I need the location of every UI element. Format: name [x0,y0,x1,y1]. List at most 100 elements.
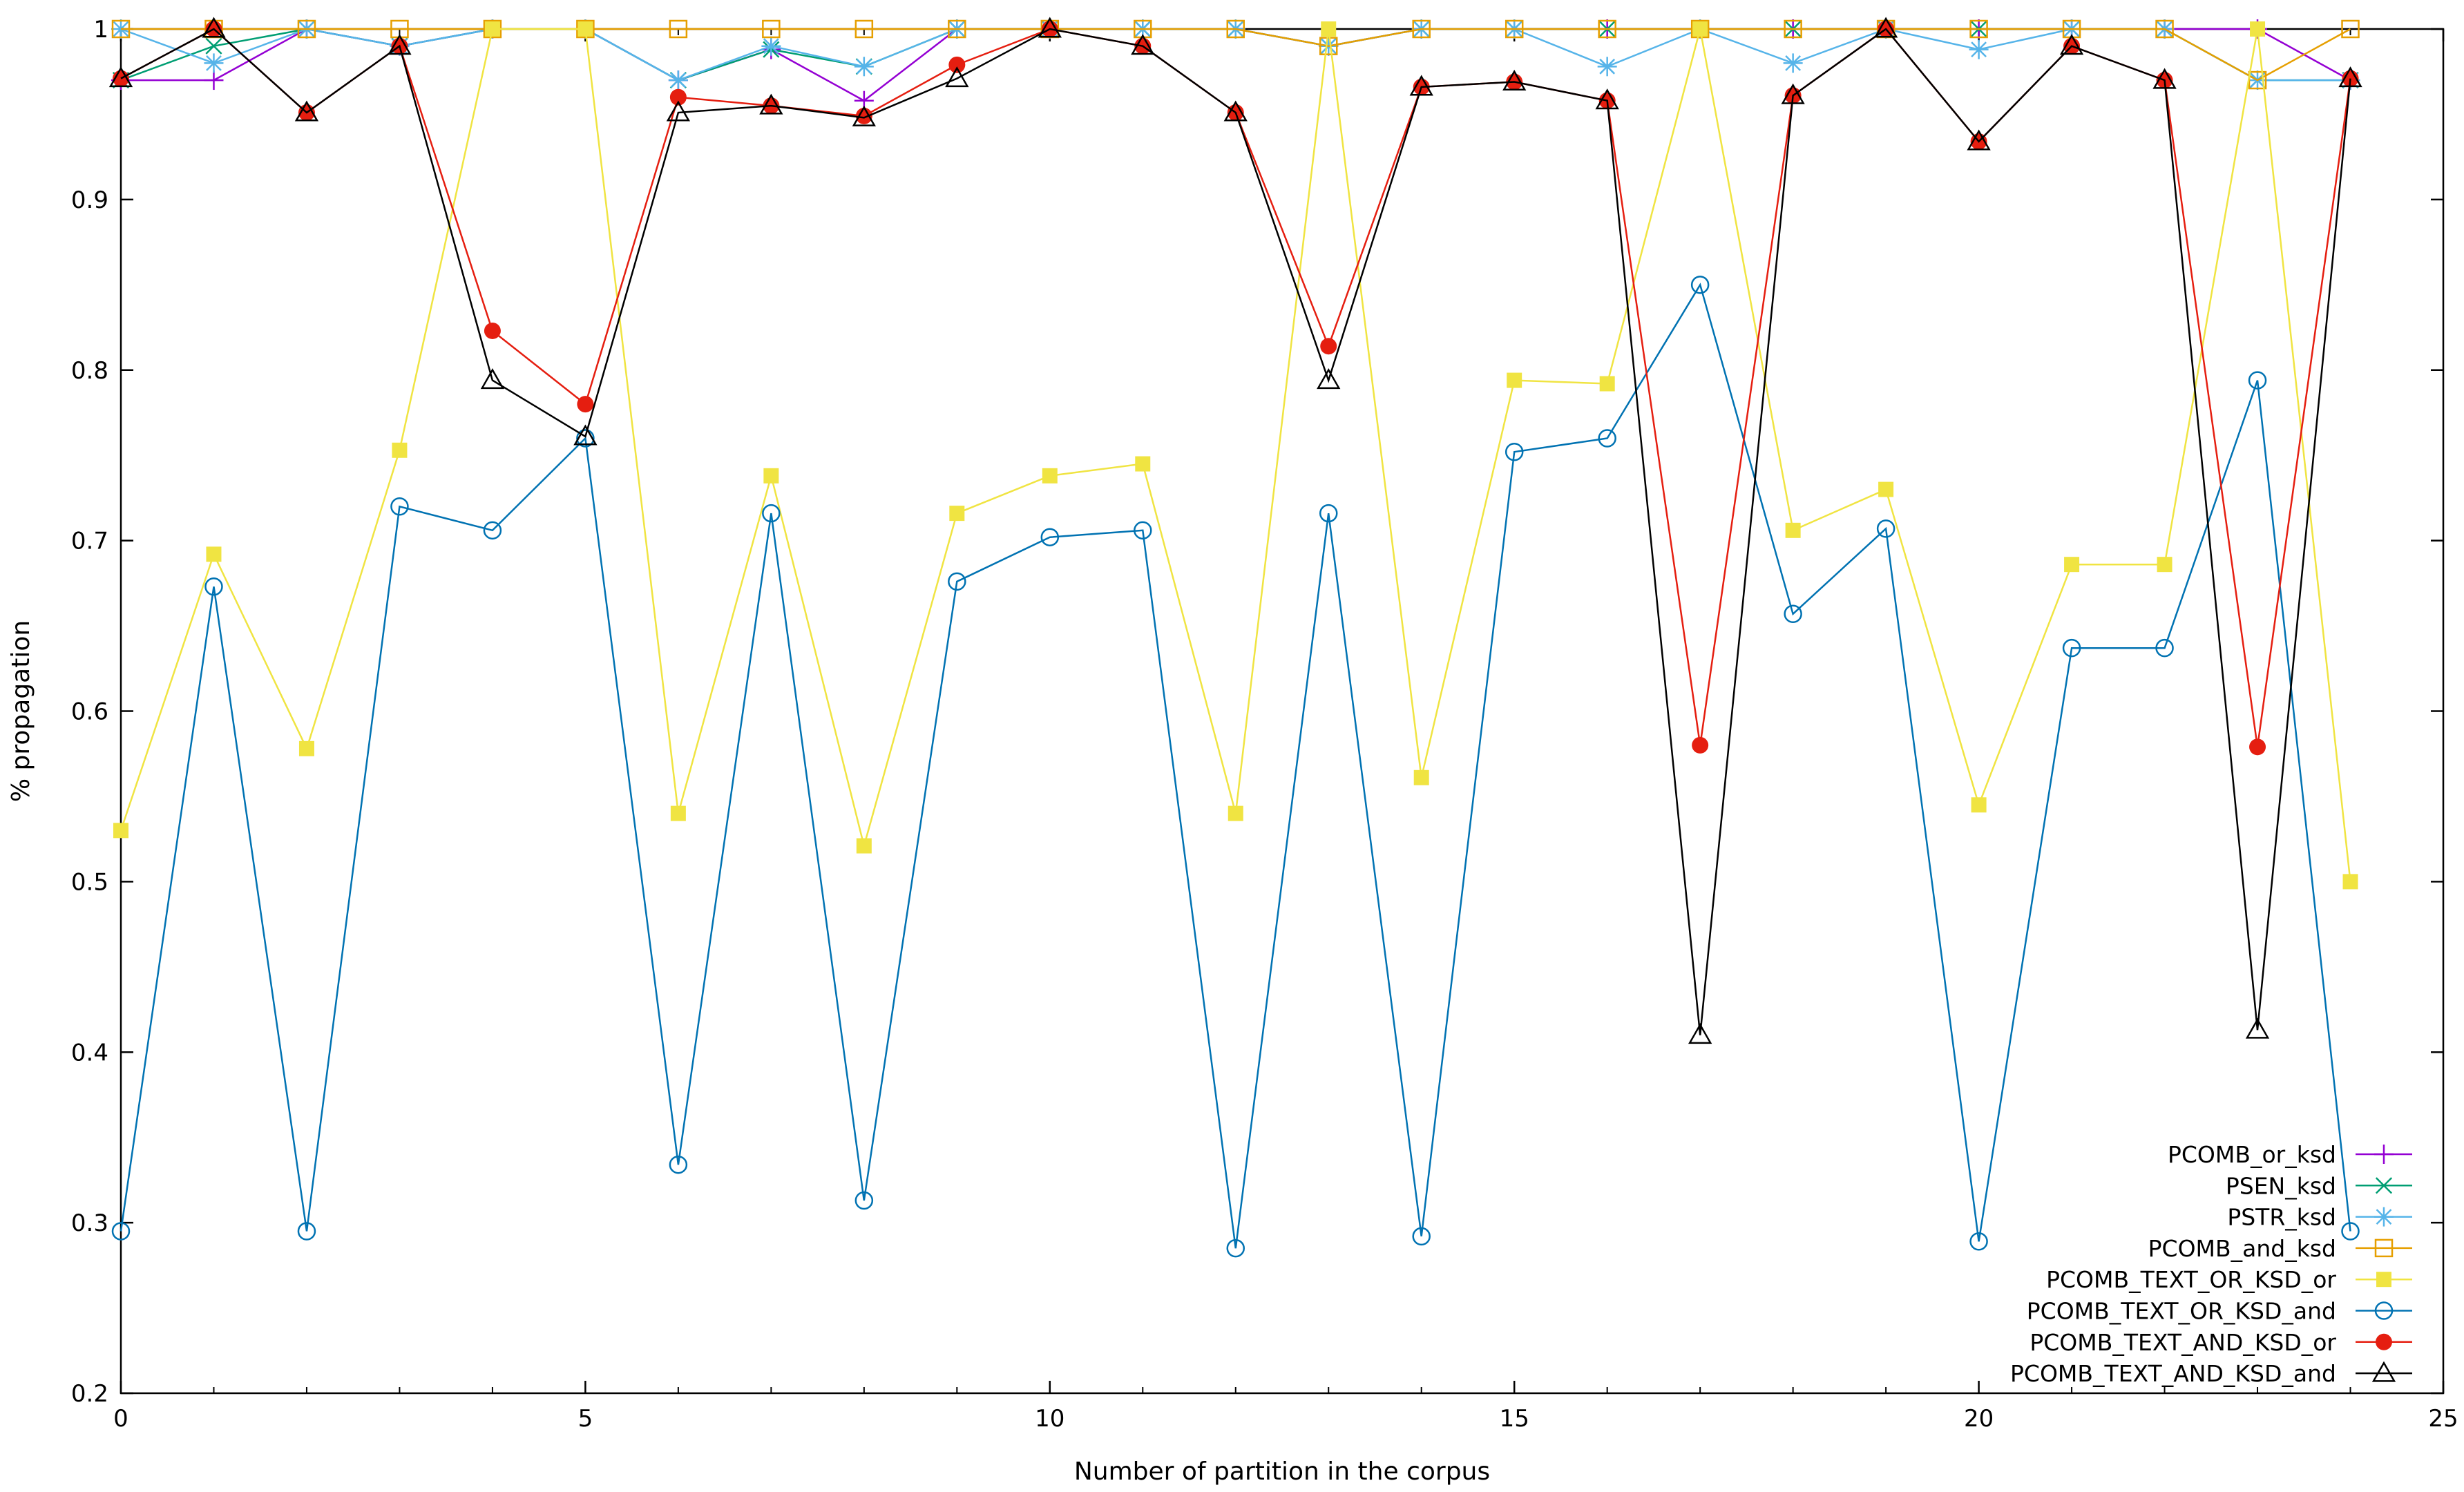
data-point-pcomb-and-ksd [1226,19,1245,39]
legend: PCOMB_or_ksd PSEN_ksd PSTR_ksd PCOMB_and_ks… [2010,1141,2412,1387]
marker-shape [2248,371,2267,390]
data-point-pcomb-and-ksd [854,19,874,39]
marker-shape [1317,368,1341,390]
series-pcomb-text-or-ksd-and [111,276,2360,1258]
marker-shape [2250,21,2266,37]
data-point-pcomb-text-or-ksd-or [856,838,872,854]
y-tick-label: 0.8 [71,357,108,385]
data-point-pcomb-text-and-ksd-and [2338,66,2362,88]
marker-shape [1967,129,1991,151]
marker-shape [1412,1227,1431,1246]
data-point-pcomb-text-and-ksd-or [669,88,687,106]
data-point-pcomb-text-or-ksd-and [111,1222,131,1241]
data-point-pcomb-text-or-ksd-and [390,497,409,516]
marker-stroke [206,55,222,71]
marker-shape [2341,1222,2360,1241]
marker-shape [1131,34,1155,55]
marker-shape [298,740,314,756]
data-point-pcomb-text-or-ksd-and [1969,1232,1988,1251]
data-point-pcomb-text-or-ksd-or [206,546,222,562]
y-axis-label: % propagation [7,620,35,802]
series-pcomb-text-and-ksd-and [108,17,2362,1044]
legend-marker [2374,1145,2394,1164]
legend-label: PCOMB_TEXT_AND_KSD_or [2030,1329,2336,1356]
marker-stroke [763,38,779,55]
data-point-pcomb-text-and-ksd-and [1967,129,1991,151]
marker-shape [669,1155,688,1174]
data-point-pcomb-and-ksd [948,19,966,39]
marker-shape [669,19,688,39]
marker-shape [573,424,598,446]
data-point-pcomb-text-or-ksd-or [670,805,686,821]
marker-shape [2157,557,2172,573]
x-tick-label: 15 [1500,1405,1529,1433]
data-point-pcomb-text-or-ksd-and [483,521,502,540]
data-point-pcomb-text-and-ksd-and [1688,1023,1712,1044]
x-tick-label: 20 [1964,1405,1994,1433]
legend-label: PCOMB_TEXT_OR_KSD_or [2046,1266,2336,1293]
data-point-pcomb-text-or-ksd-or [949,506,965,522]
data-point-pcomb-text-or-ksd-and [1784,604,1802,624]
marker-shape [2155,19,2174,39]
marker-shape [1599,376,1615,392]
x-tick-label: 10 [1035,1405,1064,1433]
marker-shape [759,93,783,115]
marker-shape [1784,604,1802,624]
data-point-pcomb-text-or-ksd-and [1040,528,1060,546]
legend-marker [2376,1333,2392,1350]
marker-shape [1690,19,1710,39]
marker-stroke [1971,41,1987,58]
data-point-pcomb-text-or-ksd-or [763,468,779,484]
x-tick-label: 5 [578,1405,593,1433]
data-point-pcomb-and-ksd [669,19,688,39]
marker-shape [856,838,872,854]
marker-shape [1042,468,1058,484]
marker-stroke [670,72,687,88]
marker-shape [1412,19,1431,39]
data-point-pcomb-text-or-ksd-and [297,1222,316,1241]
legend-entry-pcomb-text-and-ksd-and: PCOMB_TEXT_AND_KSD_and [2010,1360,2412,1387]
marker-shape [1038,17,1062,38]
marker-shape [1135,456,1151,472]
data-point-pcomb-text-or-ksd-and [2341,1222,2360,1241]
marker-shape [1505,443,1524,461]
marker-shape [854,19,874,39]
marker-shape [392,442,408,458]
y-tick-label: 0.2 [71,1380,108,1408]
marker-stroke [205,37,222,55]
data-point-pcomb-text-or-ksd-and [854,1191,874,1210]
legend-entry-pstr-ksd: PSTR_ksd [2227,1204,2412,1231]
data-point-pcomb-text-or-ksd-and [2062,638,2081,658]
marker-shape [113,823,128,839]
marker-shape [577,396,594,413]
marker-shape [202,17,226,38]
data-point-pcomb-text-or-ksd-or [1878,481,1894,497]
data-point-pcomb-text-and-ksd-and [1409,75,1433,96]
marker-shape [111,19,131,39]
marker-shape [855,107,872,124]
marker-shape [1409,75,1433,96]
data-point-pcomb-text-or-ksd-or [1971,797,1987,813]
legend-marker [2376,1272,2391,1288]
data-point-pcomb-text-or-ksd-or [298,740,314,756]
legend-marker [2375,1177,2393,1194]
legend-entry-pcomb-text-and-ksd-or: PCOMB_TEXT_AND_KSD_or [2030,1329,2412,1356]
data-point-pcomb-and-ksd [1784,19,1802,39]
data-point-pcomb-text-or-ksd-or [392,442,408,458]
marker-shape [669,88,687,106]
data-point-pcomb-text-and-ksd-and [945,66,969,88]
data-point-pcomb-text-and-ksd-and [1873,17,1898,38]
marker-shape [1692,21,1708,37]
marker-stroke [2376,1209,2392,1225]
data-point-pcomb-and-ksd [2341,19,2360,39]
data-point-pcomb-text-or-ksd-and [1319,504,1338,523]
marker-shape [2371,1361,2396,1382]
data-point-pcomb-text-or-ksd-and [1598,429,1616,448]
marker-shape [762,19,781,39]
series-line-pcomb-text-and-ksd-and [120,28,2351,1035]
data-point-pcomb-text-and-ksd-and [2059,34,2084,55]
marker-shape [483,521,502,540]
marker-shape [1878,481,1894,497]
data-point-pcomb-text-and-ksd-and [1781,83,1805,104]
